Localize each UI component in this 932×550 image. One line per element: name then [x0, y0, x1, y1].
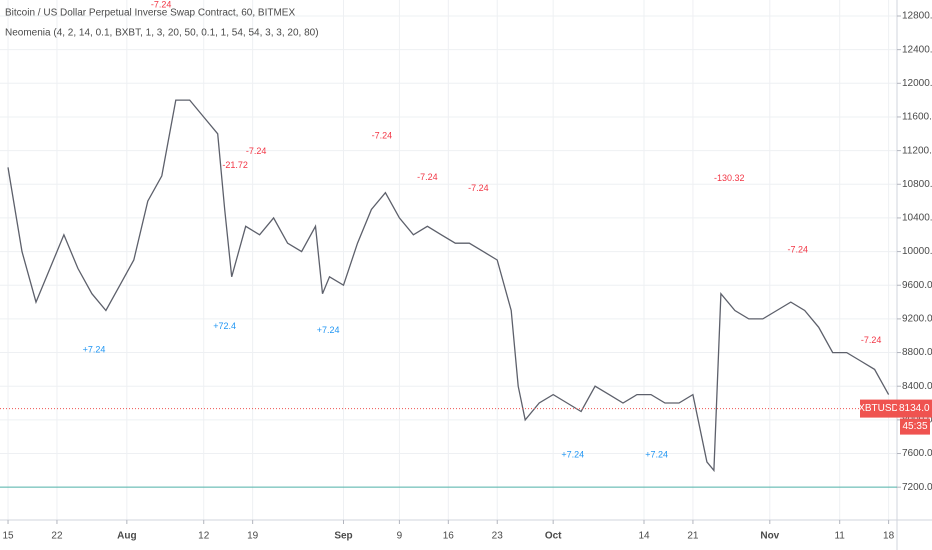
- y-tick-label: 9600.0: [902, 280, 932, 291]
- x-tick-label: 19: [247, 531, 259, 542]
- signal-label: -7.24: [246, 146, 267, 156]
- y-tick-label: 11200.0: [902, 145, 932, 156]
- signal-label: -7.24: [417, 172, 438, 182]
- x-tick-label: Aug: [117, 531, 136, 542]
- y-tick-label: 10000.0: [902, 246, 932, 257]
- last-price-label: 8134.0: [899, 403, 930, 414]
- indicator-label: Neomenia (4, 2, 14, 0.1, BXBT, 1, 3, 20,…: [5, 28, 319, 39]
- signal-label: -7.24: [788, 244, 809, 254]
- x-tick-label: 23: [492, 531, 504, 542]
- x-tick-label: 15: [2, 531, 14, 542]
- y-tick-label: 8800.0: [902, 347, 932, 358]
- signal-label: +7.24: [83, 344, 106, 354]
- x-tick-label: 21: [687, 531, 699, 542]
- signal-label: +72.4: [213, 321, 236, 331]
- x-tick-label: Oct: [545, 531, 562, 542]
- symbol-label: XBTUSD: [858, 403, 899, 414]
- symbol-tag: [860, 399, 897, 418]
- signal-label: +7.24: [561, 450, 584, 460]
- y-tick-label: 12400.0: [902, 44, 932, 55]
- signal-label: -7.24: [468, 183, 489, 193]
- x-tick-label: 12: [198, 531, 210, 542]
- y-tick-label: 8400.0: [902, 381, 932, 392]
- price-tag: [897, 399, 932, 418]
- x-tick-label: 18: [883, 531, 895, 542]
- y-tick-label: 11600.0: [902, 112, 932, 123]
- x-tick-label: 22: [51, 531, 63, 542]
- signal-label: -7.24: [372, 131, 393, 141]
- y-tick-label: 7200.0: [902, 482, 932, 493]
- y-tick-label: 7600.0: [902, 448, 932, 459]
- price-line: [7, 99, 890, 473]
- y-tick-label: 10800.0: [902, 179, 932, 190]
- y-tick-label: 12800.0: [902, 11, 932, 22]
- signal-label: +7.24: [317, 325, 340, 335]
- y-tick-label: 12000.0: [902, 78, 932, 89]
- x-tick-label: 16: [443, 531, 455, 542]
- x-tick-label: 11: [834, 531, 845, 542]
- signal-label: -7.24: [861, 335, 882, 345]
- signal-label: -7.24: [151, 0, 172, 9]
- chart-title: Bitcoin / US Dollar Perpetual Inverse Sw…: [5, 8, 295, 19]
- x-tick-label: 14: [638, 531, 650, 542]
- x-tick-label: Nov: [760, 531, 779, 542]
- countdown-label: 45:35: [902, 421, 927, 432]
- countdown-tag: [900, 418, 930, 435]
- signal-label: -130.32: [714, 173, 745, 183]
- y-tick-label: 9200.0: [902, 314, 932, 325]
- x-tick-label: Sep: [334, 531, 352, 542]
- y-tick-label: 10400.0: [902, 213, 932, 224]
- signal-label: +7.24: [645, 450, 668, 460]
- x-tick-label: 9: [397, 531, 403, 542]
- signal-label: -21.72: [222, 160, 248, 170]
